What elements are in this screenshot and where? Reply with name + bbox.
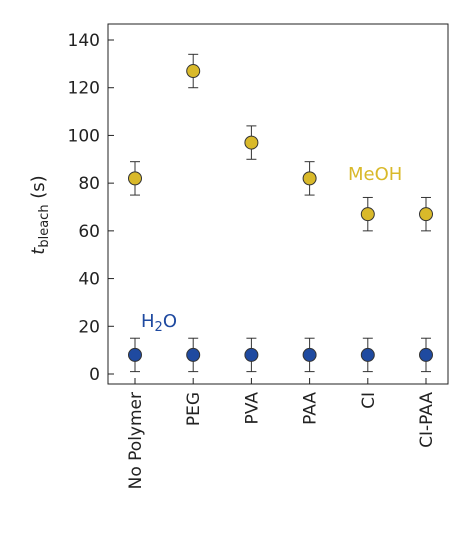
y-tick-label: 100: [68, 126, 100, 146]
series-label-h2o-suffix: O: [163, 311, 177, 332]
plot-frame: [107, 23, 449, 385]
y-tick-label: 0: [89, 365, 100, 385]
y-tick-label: 120: [68, 79, 100, 99]
x-axis: No Polymer PEG PVA PAA CI CI-PAA: [126, 378, 437, 489]
y-tick-label: 40: [78, 270, 100, 290]
data-point: [302, 347, 317, 362]
x-category-label: CI: [359, 392, 379, 409]
y-tick-label: 80: [78, 174, 100, 194]
series-label-h2o-subscript: 2: [155, 320, 163, 335]
y-tick-label: 20: [78, 317, 100, 337]
x-category-label: PVA: [242, 392, 262, 425]
x-category-label: PAA: [301, 392, 321, 425]
y-axis-title-suffix: (s): [28, 175, 49, 204]
data-point: [186, 64, 201, 79]
series-label-h2o-main: H: [141, 311, 155, 332]
x-category-label: No Polymer: [126, 392, 146, 489]
y-axis-title-main: t: [28, 247, 49, 255]
data-point: [244, 135, 259, 150]
data-point: [128, 347, 142, 362]
series-label-meoh: MeOH: [348, 164, 402, 185]
data-point: [360, 207, 375, 222]
x-category-label: CI-PAA: [417, 392, 437, 448]
data-point: [419, 207, 433, 222]
y-axis-title: tbleach (s): [28, 175, 52, 254]
data-point: [128, 171, 142, 186]
series-label-h2o: H2O: [141, 311, 177, 335]
series-h2o: [128, 337, 433, 373]
data-point: [186, 347, 201, 362]
series-meoh: [128, 53, 433, 232]
data-point: [302, 171, 317, 186]
y-axis-title-subscript: bleach: [37, 204, 52, 247]
data-point: [244, 347, 259, 362]
y-tick-label: 140: [68, 31, 100, 51]
y-tick-label: 60: [78, 222, 100, 242]
x-category-label: PEG: [184, 392, 204, 426]
data-point: [360, 347, 375, 362]
data-point: [419, 347, 433, 362]
data-marks: [128, 53, 433, 373]
y-axis: 0 20 40 60 80 100 120 140: [68, 31, 114, 385]
annotations: MeOH H2O: [141, 164, 402, 335]
